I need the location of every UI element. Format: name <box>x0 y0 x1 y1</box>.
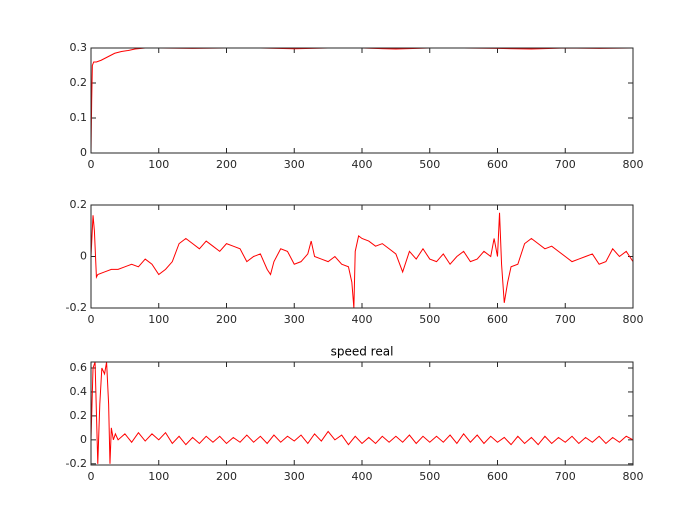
y-tick-label: 0.6 <box>70 361 88 374</box>
plot-area <box>91 48 633 153</box>
x-tick-label: 500 <box>419 158 440 171</box>
plot-area <box>91 205 633 308</box>
x-tick-label: 600 <box>487 313 508 326</box>
data-line <box>91 212 633 308</box>
y-tick-label: 0.1 <box>70 111 88 124</box>
y-tick-label: 0.4 <box>70 385 88 398</box>
x-tick-label: 600 <box>487 158 508 171</box>
y-tick-label: 0 <box>80 250 87 263</box>
x-tick-label: 700 <box>555 313 576 326</box>
x-tick-label: 300 <box>284 313 305 326</box>
x-tick-label: 300 <box>284 158 305 171</box>
axes-box <box>90 361 634 466</box>
axes-box <box>90 47 634 154</box>
x-tick-label: 500 <box>419 313 440 326</box>
x-tick-label: 100 <box>148 158 169 171</box>
x-tick-label: 0 <box>88 158 95 171</box>
x-tick-label: 300 <box>284 470 305 483</box>
x-tick-label: 700 <box>555 470 576 483</box>
x-tick-label: 200 <box>216 158 237 171</box>
x-tick-label: 200 <box>216 313 237 326</box>
x-tick-label: 800 <box>623 470 644 483</box>
x-tick-label: 100 <box>148 313 169 326</box>
x-tick-label: 0 <box>88 470 95 483</box>
x-tick-label: 800 <box>623 158 644 171</box>
axes-box <box>90 204 634 309</box>
x-tick-label: 500 <box>419 470 440 483</box>
y-tick-label: 0 <box>80 433 87 446</box>
x-tick-label: 0 <box>88 313 95 326</box>
chart-title: speed real <box>331 345 394 359</box>
x-tick-label: 100 <box>148 470 169 483</box>
y-tick-label: -0.2 <box>66 301 87 314</box>
y-tick-label: 0.3 <box>70 41 88 54</box>
data-line <box>91 362 633 464</box>
y-tick-label: 0.2 <box>70 409 88 422</box>
y-tick-label: -0.2 <box>66 457 87 470</box>
plot-area <box>91 362 633 465</box>
x-tick-label: 600 <box>487 470 508 483</box>
y-tick-label: 0 <box>80 146 87 159</box>
x-tick-label: 400 <box>352 313 373 326</box>
y-tick-label: 0.2 <box>70 76 88 89</box>
x-tick-label: 400 <box>352 470 373 483</box>
x-tick-label: 400 <box>352 158 373 171</box>
y-tick-label: 0.2 <box>70 198 88 211</box>
x-tick-label: 200 <box>216 470 237 483</box>
x-tick-label: 700 <box>555 158 576 171</box>
x-tick-label: 800 <box>623 313 644 326</box>
